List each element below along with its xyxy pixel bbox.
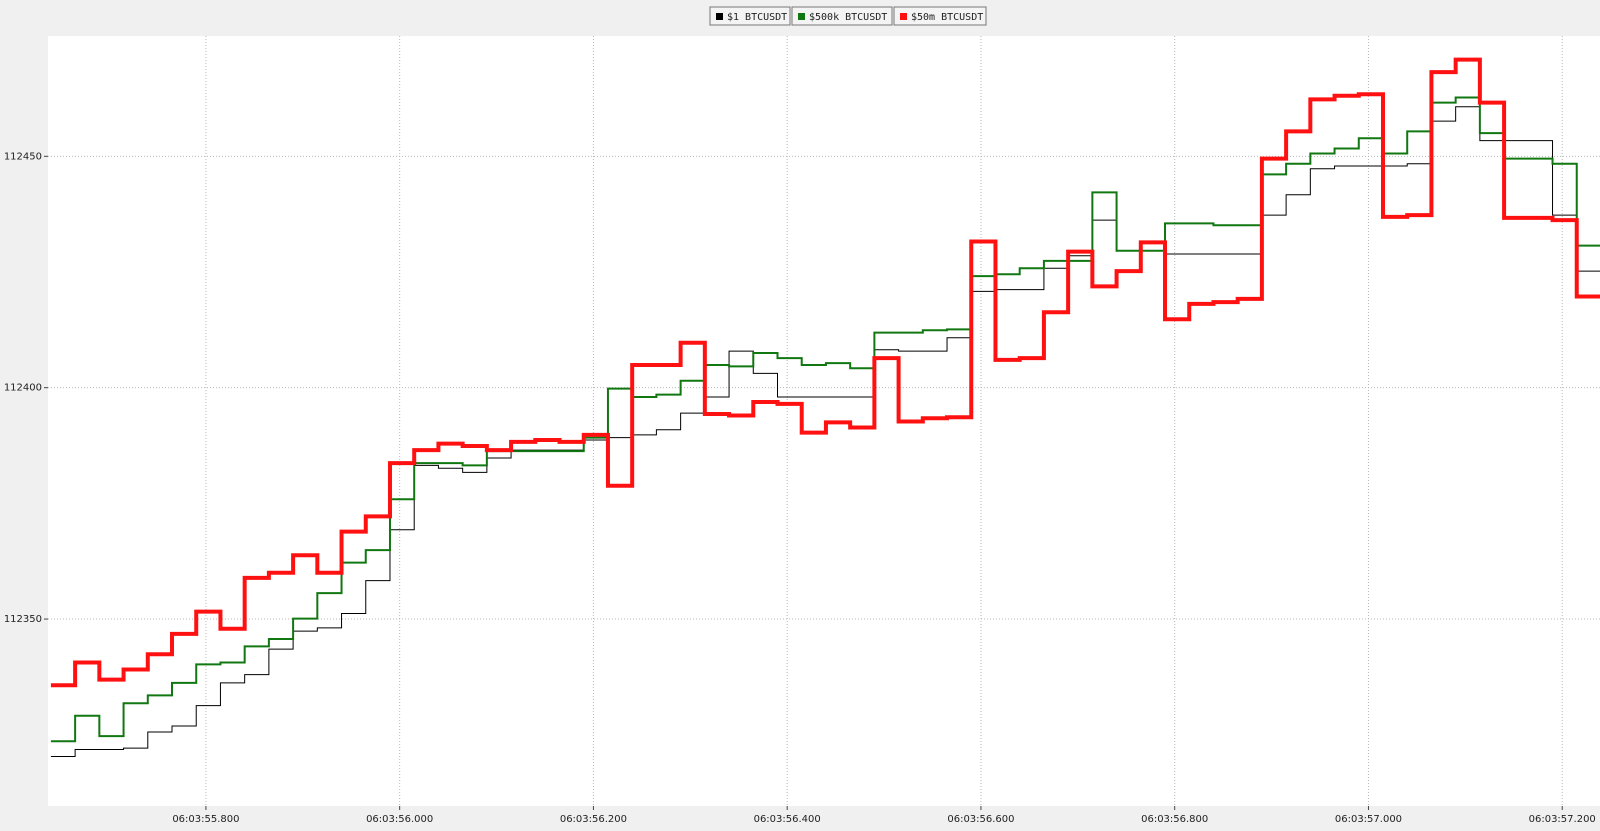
x-tick-label: 06:03:56.800 — [1141, 814, 1208, 825]
y-tick-label: 112450 — [4, 151, 42, 162]
series-line — [50, 106, 1600, 757]
legend: $1 BTCUSDT $500k BTCUSDT $50m BTCUSDT — [709, 6, 987, 26]
series-line — [50, 96, 1600, 743]
series-lines — [50, 57, 1600, 757]
x-tick-label: 06:03:55.800 — [172, 814, 239, 825]
legend-swatch — [798, 13, 805, 20]
legend-item-box — [893, 6, 987, 26]
axes: 06:03:55.800 06:03:56.000 06:03:56.200 06:0… — [4, 151, 1596, 825]
legend-label: $500k BTCUSDT — [809, 12, 887, 23]
x-tick-label: 06:03:56.200 — [560, 814, 627, 825]
legend-swatch — [716, 13, 723, 20]
x-tick-label: 06:03:57.000 — [1335, 814, 1402, 825]
legend-label: $50m BTCUSDT — [911, 12, 983, 23]
y-tick-label: 112400 — [4, 383, 42, 394]
legend-item-box — [791, 6, 893, 26]
legend-label: $1 BTCUSDT — [727, 12, 787, 23]
legend-item-box — [709, 6, 791, 26]
legend-swatch — [900, 13, 907, 20]
series-line — [50, 57, 1600, 688]
x-tick-label: 06:03:57.200 — [1529, 814, 1596, 825]
x-tick-label: 06:03:56.600 — [947, 814, 1014, 825]
x-tick-label: 06:03:56.400 — [754, 814, 821, 825]
y-tick-label: 112350 — [4, 614, 42, 625]
x-tick-label: 06:03:56.000 — [366, 814, 433, 825]
